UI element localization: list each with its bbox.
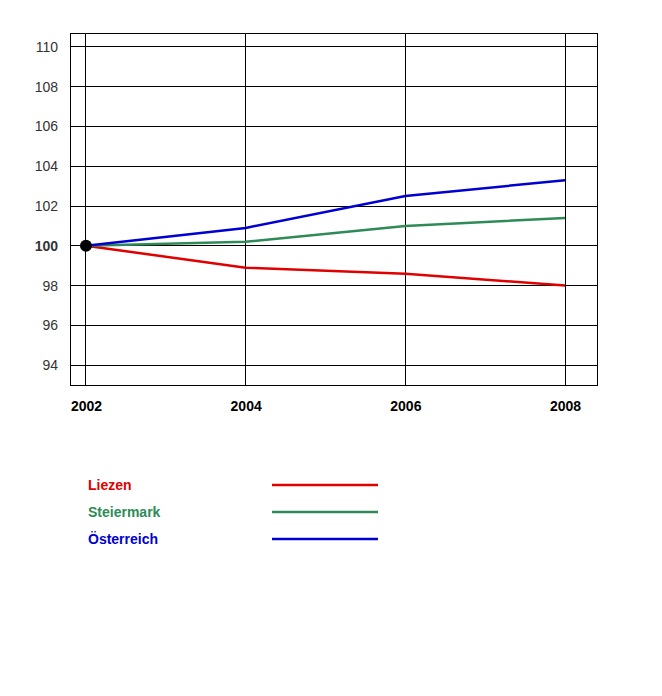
y-tick-label: 102	[35, 198, 59, 214]
y-tick-label: 104	[35, 158, 59, 174]
x-tick: 2006	[390, 385, 421, 414]
y-tick: 106	[35, 118, 70, 134]
legend-swatch	[272, 538, 378, 541]
y-tick-label: 100	[35, 238, 59, 254]
y-tick: 108	[35, 79, 70, 95]
series-line	[86, 180, 565, 246]
grid-line-x	[405, 33, 406, 385]
y-tick: 98	[42, 278, 70, 294]
y-tick-label: 94	[42, 357, 58, 373]
y-tick-label: 110	[36, 39, 59, 55]
y-tick: 102	[35, 198, 70, 214]
y-axis: 94 96 98 100 102 104 106 108 110	[35, 34, 71, 386]
x-tick: 2008	[550, 385, 581, 414]
x-tick: 2002	[71, 385, 102, 414]
plot-frame	[70, 33, 597, 385]
y-tick: 110	[36, 39, 70, 55]
grid-line-y	[70, 285, 597, 286]
legend-label: Steiermark	[88, 504, 161, 520]
chart: 94 96 98 100 102 104 106 108 110 2002 2004 2006 2008…	[0, 0, 662, 696]
y-tick: 96	[42, 317, 70, 333]
plot-area	[80, 180, 565, 285]
x-tick-label: 2006	[390, 398, 421, 414]
legend-label: Österreich	[88, 531, 158, 547]
grid-line-y	[70, 325, 597, 326]
y-tick-label: 96	[42, 317, 58, 333]
y-tick: 100	[35, 238, 70, 254]
grid-line-y	[70, 206, 597, 207]
grid-line-y	[70, 365, 597, 366]
y-tick-label: 106	[35, 118, 59, 134]
grid-line-y	[70, 46, 597, 47]
y-tick: 104	[35, 158, 70, 174]
legend-swatch	[272, 511, 378, 514]
grid	[70, 33, 597, 385]
x-tick: 2004	[231, 385, 262, 414]
grid-line-x	[245, 33, 246, 385]
legend-swatch	[272, 484, 378, 487]
grid-line-y	[70, 126, 597, 127]
grid-line-y	[70, 86, 597, 87]
grid-line-x	[85, 33, 86, 385]
start-marker	[80, 240, 92, 252]
x-axis: 2002 2004 2006 2008	[71, 385, 598, 414]
y-tick-label: 108	[35, 79, 59, 95]
series-line	[86, 246, 565, 286]
y-tick: 94	[42, 357, 70, 373]
series-line	[86, 218, 565, 246]
x-tick-label: 2002	[71, 398, 102, 414]
legend: Liezen Steiermark Österreich	[88, 477, 378, 547]
grid-line-y	[70, 166, 597, 167]
y-tick-label: 98	[42, 278, 58, 294]
legend-label: Liezen	[88, 477, 132, 493]
grid-line-x	[565, 33, 566, 385]
x-tick-label: 2008	[550, 398, 581, 414]
x-tick-label: 2004	[231, 398, 262, 414]
